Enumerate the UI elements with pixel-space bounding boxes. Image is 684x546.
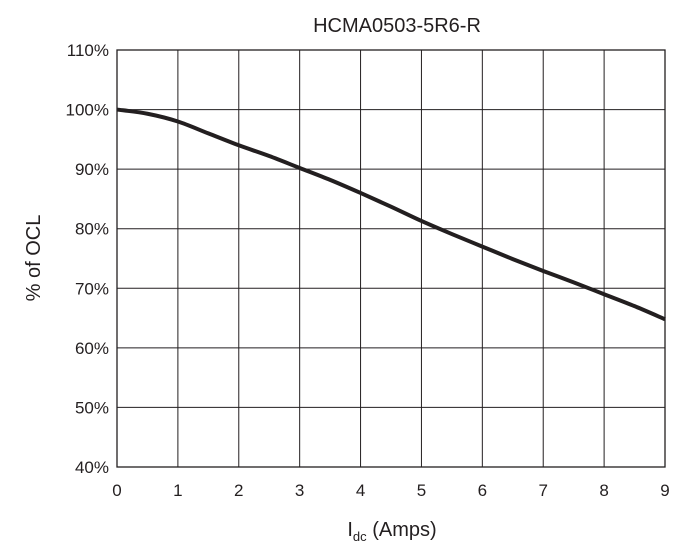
y-tick-label: 50% — [75, 398, 109, 417]
x-tick-label: 8 — [599, 481, 608, 500]
y-tick-label: 110% — [67, 41, 109, 60]
series-layer — [116, 107, 666, 322]
x-axis-label: Idc (Amps) — [347, 519, 436, 544]
y-tick-label: 40% — [75, 458, 109, 477]
x-tick-label: 5 — [417, 481, 426, 500]
x-axis-label-main: I — [347, 519, 353, 541]
chart-title: HCMA0503-5R6-R — [313, 15, 481, 37]
x-axis-label-subscript: dc — [353, 529, 367, 544]
x-tick-label: 0 — [112, 481, 121, 500]
y-tick-label: 60% — [75, 339, 109, 358]
y-tick-label: 80% — [75, 220, 109, 239]
x-tick-label: 1 — [173, 481, 182, 500]
grid-lines — [116, 49, 666, 468]
y-axis-label: % of OCL — [23, 215, 45, 302]
plot-frame — [116, 49, 666, 468]
x-axis-label-suffix: (Amps) — [367, 519, 437, 541]
x-tick-label: 7 — [538, 481, 547, 500]
x-tick-label: 4 — [356, 481, 365, 500]
x-tick-label: 3 — [295, 481, 304, 500]
x-tick-label: 6 — [478, 481, 487, 500]
x-tick-labels: 0 1 2 3 4 5 6 7 8 9 — [112, 481, 669, 500]
series-line — [116, 107, 666, 322]
x-tick-label: 9 — [660, 481, 669, 500]
y-tick-label: 100% — [66, 101, 109, 120]
y-tick-label: 70% — [75, 279, 109, 298]
y-tick-labels: 40% 50% 60% 70% 80% 90% 100% 110% — [66, 41, 109, 477]
y-tick-label: 90% — [75, 160, 109, 179]
x-tick-label: 2 — [234, 481, 243, 500]
